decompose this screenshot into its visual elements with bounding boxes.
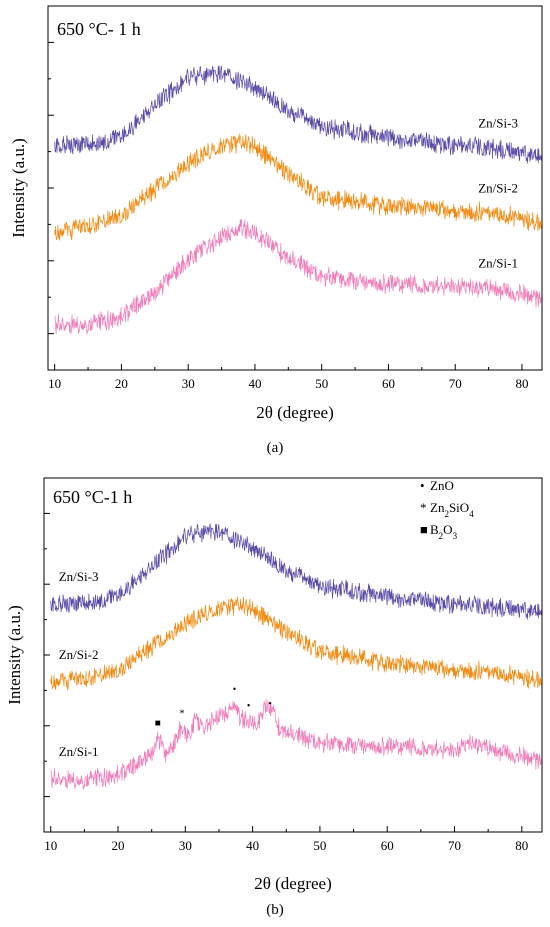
- series-label: Zn/Si-2: [478, 181, 518, 196]
- y-axis-label-b: Intensity (a.u.): [5, 605, 24, 705]
- series-line-zn-si-3: [54, 65, 542, 164]
- x-tick-label: 50: [313, 838, 326, 853]
- temperature-annotation-a: 650 °C- 1 h: [57, 19, 141, 39]
- series-group-a: [54, 65, 542, 335]
- x-tick-label: 80: [515, 376, 528, 391]
- x-ticks-b: 10 20 30 40 50 60 70 80: [44, 826, 528, 853]
- x-tick-label: 50: [315, 376, 328, 391]
- peak-marker: •: [247, 701, 251, 712]
- series-line-zn-si-2: [54, 133, 542, 241]
- x-tick-label: 10: [48, 376, 61, 391]
- phase-legend: • ZnO* Zn2SiO4■ B2O3: [420, 478, 474, 541]
- chart-panel-b: Zn/Si-3 Zn/Si-2 Zn/Si-1 ■ * • • • 10 20 30 40 50 60…: [5, 477, 543, 893]
- y-axis-label-a: Intensity (a.u.): [9, 138, 28, 238]
- legend-symbol: •: [420, 478, 425, 493]
- peak-marker: ■: [155, 718, 161, 729]
- x-axis-label-a: 2θ (degree): [256, 403, 334, 422]
- x-tick-label: 40: [248, 376, 261, 391]
- legend-label: Zn2SiO4: [430, 500, 474, 519]
- series-group-b: [50, 523, 542, 791]
- series-label: Zn/Si-1: [59, 744, 99, 759]
- x-axis-label-b: 2θ (degree): [254, 874, 332, 893]
- panel-caption-a: (a): [266, 440, 284, 456]
- series-labels-b: Zn/Si-3 Zn/Si-2 Zn/Si-1: [59, 569, 99, 759]
- x-tick-label: 60: [381, 838, 394, 853]
- temperature-annotation-b: 650 °C-1 h: [53, 487, 132, 507]
- panel-caption-b: (b): [266, 902, 284, 918]
- y-ticks-b: [44, 512, 50, 798]
- legend-label: B2O3: [430, 522, 458, 541]
- series-label: Zn/Si-3: [59, 569, 99, 584]
- y-ticks-a: [48, 41, 54, 335]
- x-tick-label: 20: [115, 376, 128, 391]
- series-label: Zn/Si-2: [59, 647, 99, 662]
- legend-symbol: *: [420, 500, 427, 515]
- x-tick-label: 20: [112, 838, 125, 853]
- series-labels-a: Zn/Si-3 Zn/Si-2 Zn/Si-1: [478, 116, 518, 271]
- series-line-zn-si-3: [50, 523, 542, 620]
- series-label: Zn/Si-3: [478, 116, 518, 131]
- legend-label: ZnO: [430, 478, 454, 493]
- x-tick-label: 10: [44, 838, 57, 853]
- peak-markers-b: ■ * • • •: [155, 684, 272, 729]
- x-tick-label: 80: [515, 838, 528, 853]
- series-line-zn-si-1: [54, 218, 542, 335]
- series-line-zn-si-2: [50, 596, 542, 691]
- x-tick-label: 60: [382, 376, 395, 391]
- x-tick-label: 40: [246, 838, 259, 853]
- peak-marker: •: [268, 699, 272, 710]
- x-tick-label: 30: [179, 838, 192, 853]
- plot-frame-a: [47, 5, 543, 371]
- chart-panel-a: Zn/Si-3 Zn/Si-2 Zn/Si-1 10 20 30 40 50 60 70 80 6…: [9, 5, 543, 422]
- x-ticks-a: 10 20 30 40 50 60 70 80: [48, 364, 528, 391]
- series-line-zn-si-1: [50, 698, 542, 791]
- x-tick-label: 70: [448, 838, 461, 853]
- x-tick-label: 30: [182, 376, 195, 391]
- x-tick-label: 70: [449, 376, 462, 391]
- series-label: Zn/Si-1: [478, 255, 518, 270]
- peak-marker: •: [233, 684, 237, 695]
- peak-marker: *: [179, 707, 185, 719]
- legend-symbol: ■: [420, 522, 428, 537]
